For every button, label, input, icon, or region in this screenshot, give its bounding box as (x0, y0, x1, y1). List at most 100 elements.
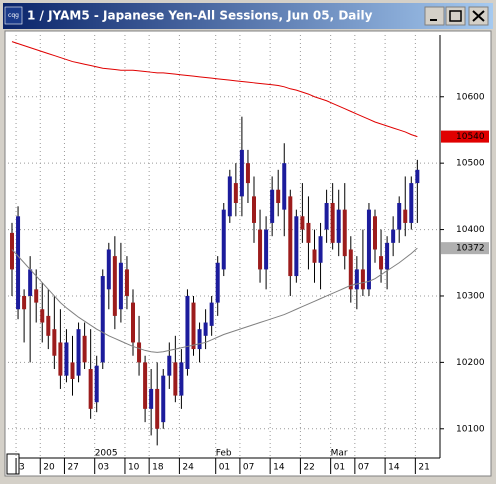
y-tick-label: 10600 (456, 92, 485, 102)
candle-body (118, 262, 123, 310)
candle-body (106, 249, 111, 290)
x-tick-label: 10 (128, 463, 140, 473)
candle-body (288, 196, 293, 277)
candle-body (409, 183, 414, 223)
candle-body (155, 388, 160, 429)
candle-body (88, 369, 93, 409)
candle-body (161, 375, 166, 423)
candle-body (28, 269, 33, 296)
maximize-button[interactable] (445, 6, 466, 26)
candle-body (385, 242, 390, 270)
candle-body (40, 309, 45, 323)
candle-body (100, 276, 105, 363)
x-tick-label: 14 (388, 463, 400, 473)
candle-body (239, 149, 244, 197)
candle-body (185, 295, 190, 370)
candle-body (46, 315, 51, 336)
candle-body (94, 365, 99, 403)
x-tick-label: 24 (182, 463, 194, 473)
y-tick-label: 10500 (456, 159, 485, 169)
candle-body (233, 183, 238, 204)
candle-body (354, 269, 359, 290)
candle-body (167, 355, 172, 376)
x-tick-label: 07 (243, 463, 254, 473)
x-tick-label: 14 (273, 463, 285, 473)
candle-body (312, 249, 317, 263)
candle-body (270, 189, 275, 223)
candle-body (143, 362, 148, 409)
y-tick-label: 10200 (456, 358, 485, 368)
candle-body (22, 295, 27, 310)
candle-body (52, 329, 57, 356)
candle-body (342, 209, 347, 257)
candle-body (64, 342, 69, 376)
candle-body (124, 269, 129, 296)
x-tick-label: 07 (358, 463, 369, 473)
candle-body (58, 342, 63, 376)
candle-body (245, 163, 250, 184)
candle-body (397, 203, 402, 230)
candle-body (318, 236, 323, 263)
candle-body (403, 209, 408, 223)
candle-body (227, 176, 232, 217)
x-tick-label: 22 (303, 463, 314, 473)
candle-body (252, 196, 256, 223)
candle-body (264, 229, 269, 270)
candle-body (191, 302, 196, 350)
candle-body (131, 302, 135, 343)
candle-body (209, 302, 214, 326)
candle-body (70, 362, 75, 379)
candle-body (379, 256, 384, 270)
minimize-button[interactable] (424, 6, 445, 26)
scroll-box[interactable] (6, 453, 20, 475)
candle-body (16, 216, 21, 310)
candle-body (215, 262, 220, 303)
candle-body (197, 329, 202, 350)
y-tick-label: 10400 (456, 225, 485, 235)
last-value-box (441, 130, 489, 143)
window-title: 1 / JYAM5 - Japanese Yen-All Sessions, J… (27, 9, 373, 23)
period-label: 2005 (95, 449, 118, 459)
candle-body (34, 289, 39, 303)
last-value-label: 10540 (456, 132, 485, 142)
candle-body (336, 209, 341, 243)
x-tick-label: 21 (418, 463, 429, 473)
y-tick-label: 10300 (456, 291, 485, 301)
plot: 10100 10200 10300 10400 10500 10600 3 20 27 03 10 1… (8, 35, 485, 474)
x-tick-label: 3 (19, 463, 25, 473)
x-tick-label: 01 (334, 463, 345, 473)
candle-body (173, 362, 178, 396)
last-value-label: 10372 (456, 244, 485, 254)
last-value-box (441, 242, 489, 255)
candle-body (282, 163, 287, 210)
app-icon (4, 6, 23, 25)
candle-body (415, 169, 420, 184)
candle-body (76, 329, 81, 376)
candle-body (373, 216, 377, 250)
x-tick-label: 18 (152, 463, 164, 473)
candle-body (258, 229, 263, 270)
x-tick-label: 03 (98, 463, 109, 473)
candle-body (306, 222, 311, 243)
close-button[interactable] (468, 6, 489, 26)
candle-body (348, 249, 353, 290)
moving-average-line (11, 41, 418, 138)
candle-body (203, 322, 208, 336)
candle-body (137, 342, 142, 363)
moving-average-line (11, 247, 418, 353)
candle-body (360, 269, 365, 290)
x-tick-label: 27 (67, 463, 78, 473)
x-tick-label: 01 (219, 463, 230, 473)
candle-body (324, 203, 329, 230)
candle-body (112, 256, 117, 316)
candle-body (149, 388, 154, 409)
candle-body (82, 335, 87, 363)
period-label: Mar (331, 449, 348, 459)
app-icon-label: cqg (8, 12, 19, 19)
candle-body (366, 209, 371, 290)
title-bar (3, 3, 493, 29)
y-tick-label: 10100 (456, 424, 485, 434)
period-label: Feb (216, 449, 232, 459)
